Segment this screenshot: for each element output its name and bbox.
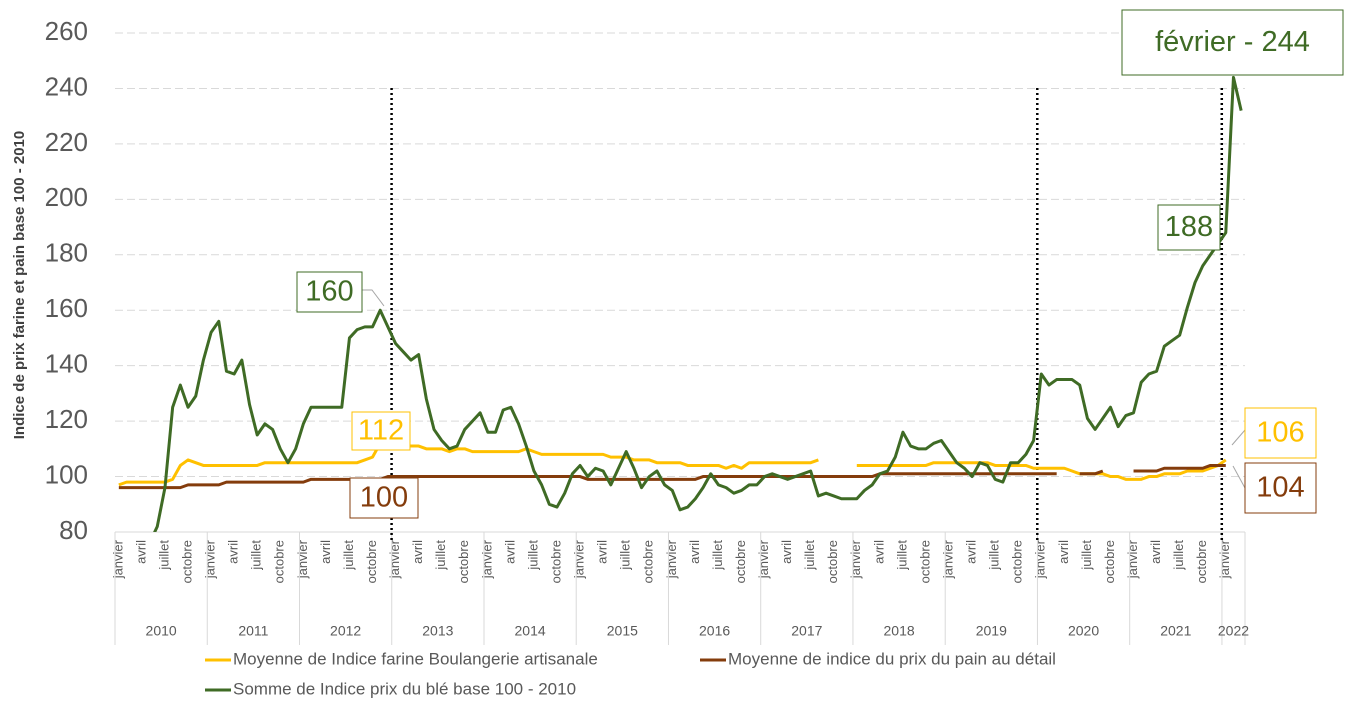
x-tick-label: juillet	[802, 540, 817, 571]
x-tick-label: juillet	[249, 540, 264, 571]
year-label: 2016	[699, 623, 730, 639]
x-tick-label: janvier	[387, 539, 402, 579]
year-label: 2019	[976, 623, 1007, 639]
series-group	[118, 75, 1243, 532]
x-tick-label: avril	[226, 540, 241, 564]
year-label: 2014	[515, 623, 546, 639]
year-label: 2015	[607, 623, 638, 639]
x-tick-label: juillet	[341, 540, 356, 571]
annotation-text: 160	[305, 276, 353, 308]
annotation-box	[1121, 9, 1344, 76]
year-label: 2022	[1218, 623, 1249, 639]
x-tick-label: octobre	[456, 540, 471, 583]
year-label: 2012	[330, 623, 361, 639]
annotation-box	[349, 477, 419, 519]
x-tick-label: octobre	[825, 540, 840, 583]
x-tick-label: octobre	[917, 540, 932, 583]
x-tick-label: janvier	[664, 539, 679, 579]
annotation-text: 106	[1256, 417, 1304, 449]
x-tick-label: octobre	[641, 540, 656, 583]
x-tick-label: avril	[964, 540, 979, 564]
series-line	[118, 441, 1227, 487]
annotation-text: 112	[358, 415, 404, 447]
x-tick-label: janvier	[479, 539, 494, 579]
series-line	[153, 75, 1243, 532]
x-tick-label: juillet	[618, 540, 633, 571]
y-tick-label: 200	[45, 182, 88, 212]
y-tick-label: 180	[45, 238, 88, 268]
year-label: 2018	[884, 623, 915, 639]
x-tick-label: janvier	[295, 539, 310, 579]
x-tick-label: juillet	[525, 540, 540, 571]
legend-label: Somme de Indice prix du blé base 100 - 2…	[233, 679, 576, 698]
year-label: 2021	[1160, 623, 1191, 639]
x-tick-label: octobre	[1010, 540, 1025, 583]
x-tick-label: octobre	[548, 540, 563, 583]
x-tick-label: janvier	[1033, 539, 1048, 579]
year-label: 2010	[146, 623, 177, 639]
annotation-leader	[1231, 429, 1246, 446]
x-tick-label: avril	[133, 540, 148, 564]
x-tick-label: octobre	[733, 540, 748, 583]
annotation-box	[351, 411, 411, 451]
annotation-box	[296, 271, 363, 313]
x-tick-label: janvier	[203, 539, 218, 579]
annotation-box	[1244, 407, 1317, 459]
x-tick-label: janvier	[756, 539, 771, 579]
year-label: 2017	[791, 623, 822, 639]
annotation-text: 100	[360, 482, 408, 514]
x-tick-label: octobre	[179, 540, 194, 583]
legend-label: Moyenne de indice du prix du pain au dét…	[728, 649, 1056, 668]
x-tick-label: juillet	[433, 540, 448, 571]
y-tick-label: 120	[45, 404, 88, 434]
y-tick-label: 80	[59, 515, 88, 545]
y-tick-label: 160	[45, 293, 88, 323]
x-tick-label: janvier	[940, 539, 955, 579]
y-tick-label: 220	[45, 127, 88, 157]
annotation-text: 188	[1165, 211, 1213, 243]
x-tick-label: janvier	[1217, 539, 1232, 579]
y-tick-label: 240	[45, 71, 88, 101]
x-tick-label: avril	[1148, 540, 1163, 564]
x-tick-label: avril	[1056, 540, 1071, 564]
y-tick-label: 140	[45, 349, 88, 379]
x-tick-label: octobre	[1102, 540, 1117, 583]
x-tick-label: avril	[687, 540, 702, 564]
year-label: 2011	[238, 623, 268, 639]
annotation-box	[1244, 462, 1317, 514]
x-tick-label: avril	[318, 540, 333, 564]
x-tick-label: janvier	[110, 539, 125, 579]
annotation-text: février - 244	[1155, 26, 1310, 58]
y-tick-label: 100	[45, 459, 88, 489]
legend-label: Moyenne de Indice farine Boulangerie art…	[233, 649, 598, 668]
y-axis-title: Indice de prix farine et pain base 100 -…	[11, 131, 28, 439]
year-label: 2020	[1068, 623, 1099, 639]
x-tick-label: janvier	[848, 539, 863, 579]
x-tick-label: juillet	[710, 540, 725, 571]
x-tick-label: avril	[595, 540, 610, 564]
x-tick-label: juillet	[987, 540, 1002, 571]
x-tick-label: janvier	[1125, 539, 1140, 579]
y-tick-label: 260	[45, 16, 88, 46]
annotation-leader	[362, 289, 385, 307]
x-tick-label: juillet	[1171, 540, 1186, 571]
x-tick-label: juillet	[156, 540, 171, 571]
x-tick-label: octobre	[364, 540, 379, 583]
x-tick-label: avril	[502, 540, 517, 564]
x-tick-label: octobre	[1194, 540, 1209, 583]
annotation-leader	[1232, 465, 1246, 489]
annotation-box	[1157, 204, 1221, 251]
x-tick-label: juillet	[1079, 540, 1094, 571]
x-tick-label: janvier	[572, 539, 587, 579]
series-line	[118, 463, 1226, 490]
x-tick-label: avril	[779, 540, 794, 564]
x-tick-label: avril	[871, 540, 886, 564]
annotation-text: 104	[1256, 472, 1304, 504]
x-tick-label: avril	[410, 540, 425, 564]
year-label: 2013	[422, 623, 453, 639]
x-tick-label: juillet	[894, 540, 909, 571]
x-tick-label: octobre	[272, 540, 287, 583]
